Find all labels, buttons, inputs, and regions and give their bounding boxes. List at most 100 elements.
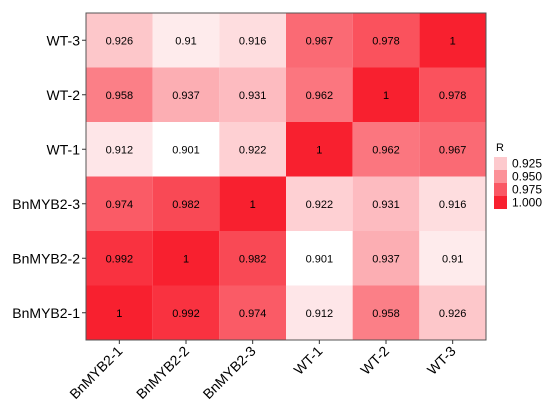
y-tick-label: BnMYB2-3 [12,196,80,212]
cell-value-label: 0.982 [239,253,267,265]
y-axis: BnMYB2-1 BnMYB2-2 BnMYB2-3 WT-1 WT-2 WT-3 [12,32,86,321]
cell-value-label: 1 [450,35,456,47]
cell-value-label: 0.967 [306,35,334,47]
cell-value-label: 0.937 [172,90,200,102]
y-tick-label: WT-2 [47,87,81,103]
legend-key [494,196,507,209]
heatmap-cell [219,67,286,122]
legend-key [494,157,507,170]
cell-value-label: 0.912 [106,144,134,156]
heatmap-cell [219,285,286,340]
cell-value-label: 1 [183,253,189,265]
legend-title: R [496,142,504,154]
heatmap-cell [219,13,286,68]
heatmap-cell [152,122,220,177]
heatmap-cell [286,285,353,340]
legend-label: 1.000 [512,196,542,210]
legend-key [494,170,507,183]
x-tick-label: BnMYB2-3 [200,343,259,402]
cell-value-label: 0.931 [372,199,400,211]
heatmap-cell [352,285,420,340]
heatmap-cell [86,176,153,231]
heatmap-cell [352,176,420,231]
heatmap-cell [352,13,420,68]
legend-key [494,183,507,196]
cell-value-label: 0.992 [106,253,134,265]
heatmap-cells: 1 0.992 0.974 0.912 0.958 0.926 0.992 1 0.982 0.9… [86,13,486,340]
cell-value-label: 0.978 [439,90,467,102]
cell-value-label: 0.916 [239,35,267,47]
cell-value-label: 1 [250,199,256,211]
heatmap-cell [152,67,220,122]
heatmap-cell [86,67,153,122]
cell-value-label: 0.962 [306,90,334,102]
heatmap-cell [352,67,420,122]
heatmap-cell [152,176,220,231]
cell-value-label: 0.967 [439,144,467,156]
x-tick-label: WT-1 [290,343,325,378]
heatmap-cell [286,13,353,68]
x-axis: BnMYB2-1 BnMYB2-2 BnMYB2-3 WT-1 WT-2 WT-3 [66,340,459,402]
x-tick-label: WT-2 [357,343,392,378]
cell-value-label: 0.922 [306,199,334,211]
y-tick-label: WT-3 [47,32,81,48]
heatmap-cell [152,285,220,340]
cell-value-label: 1 [383,90,389,102]
y-tick-label: BnMYB2-1 [12,305,80,321]
cell-value-label: 0.958 [372,308,400,320]
x-tick-label: BnMYB2-2 [133,343,192,402]
cell-value-label: 1 [316,144,322,156]
cell-value-label: 0.926 [106,35,134,47]
legend-label: 0.925 [512,157,542,171]
y-tick-label: BnMYB2-2 [12,250,80,266]
legend-label: 0.950 [512,170,542,184]
y-tick-label: WT-1 [47,141,81,157]
cell-value-label: 0.922 [239,144,267,156]
cell-value-label: 0.978 [372,35,400,47]
heatmap-cell [86,231,153,286]
heatmap-cell [219,176,286,231]
heatmap-cell [286,231,353,286]
heatmap-cell [86,122,153,177]
cell-value-label: 0.926 [439,308,467,320]
heatmap-cell [419,13,486,68]
cell-value-label: 0.931 [239,90,267,102]
heatmap-cell [286,176,353,231]
heatmap-cell [219,122,286,177]
heatmap-cell [419,231,486,286]
heatmap-cell [419,67,486,122]
heatmap-cell [152,13,220,68]
cell-value-label: 0.91 [175,35,196,47]
heatmap-cell [419,122,486,177]
cell-value-label: 0.958 [106,90,134,102]
heatmap-cell [419,176,486,231]
cell-value-label: 0.992 [172,308,200,320]
cell-value-label: 0.901 [172,144,200,156]
cell-value-label: 0.962 [372,144,400,156]
cell-value-label: 0.916 [439,199,467,211]
heatmap-cell [286,122,353,177]
heatmap-cell [152,231,220,286]
heatmap-cell [352,231,420,286]
heatmap-cell [352,122,420,177]
panel-border [85,12,487,341]
cell-value-label: 0.91 [442,253,463,265]
x-tick-label: WT-3 [424,343,459,378]
heatmap-cell [86,285,153,340]
cell-value-label: 0.937 [372,253,400,265]
cell-value-label: 0.982 [172,199,200,211]
x-tick-label: BnMYB2-1 [66,343,125,402]
heatmap-cell [219,231,286,286]
cell-value-label: 0.974 [106,199,134,211]
heatmap-cell [419,285,486,340]
legend-label: 0.975 [512,183,542,197]
heatmap-cell [86,13,153,68]
cell-value-label: 0.912 [306,308,334,320]
heatmap-cell [286,67,353,122]
cell-value-label: 1 [116,308,122,320]
cell-value-label: 0.974 [239,308,267,320]
cell-value-label: 0.901 [306,253,334,265]
